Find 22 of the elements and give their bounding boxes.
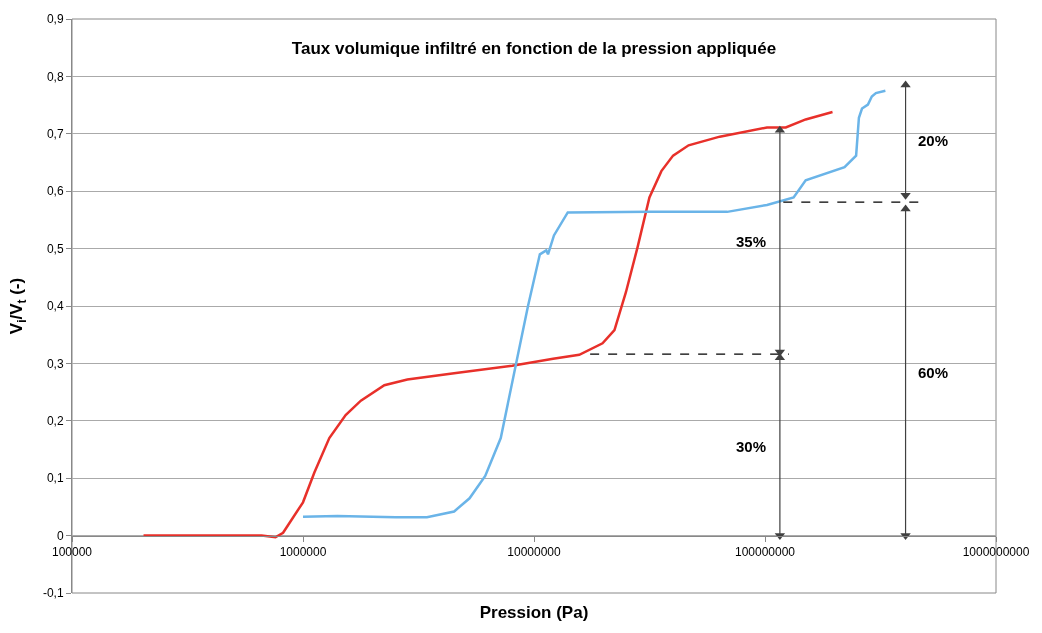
x-tick-label: 1000000 — [279, 545, 327, 559]
y-tick-label: 0,5 — [46, 241, 64, 256]
y-tick-label: 0,4 — [46, 299, 64, 314]
annotation: 30% — [736, 438, 767, 455]
y-tick-label: 0,7 — [46, 127, 64, 141]
x-tick-label: 1000000000 — [962, 545, 1030, 559]
y-tick-label: 0,9 — [46, 12, 64, 27]
y-tick-label: 0,2 — [46, 414, 64, 428]
x-tick-label: 100000000 — [734, 545, 796, 559]
annotation: 20% — [918, 132, 949, 149]
text: Taux volumique infiltré en fonction de la pression appliquée — [291, 38, 777, 58]
y-tick-label: 0,1 — [46, 471, 64, 486]
x-tick-label: 10000000 — [507, 545, 562, 559]
x-axis-title: Pression (Pa) — [479, 603, 589, 623]
y-tick-label: 0,6 — [46, 184, 64, 199]
y-tick-label: 0,3 — [46, 356, 64, 371]
y-tick-label: 0,8 — [46, 69, 64, 84]
annotation: 60% — [918, 364, 949, 381]
y-tick-label: 0 — [56, 528, 64, 543]
y-tick-label: -0,1 — [42, 586, 64, 601]
annotation: 35% — [736, 233, 767, 250]
x-tick-label: 100000 — [51, 545, 93, 559]
